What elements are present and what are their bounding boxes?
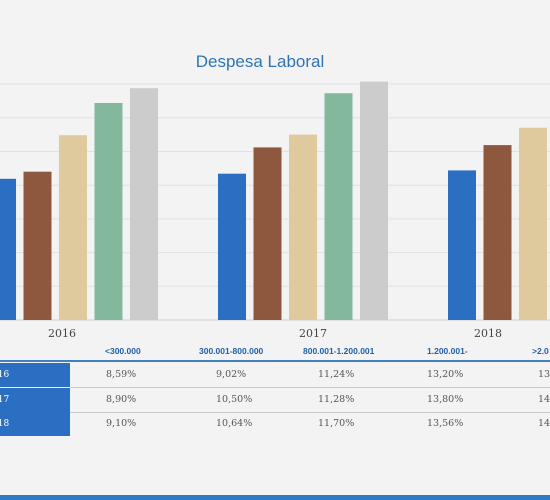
table-column-header: 800.001-1.200.001 xyxy=(303,346,375,356)
bar-2018-s1 xyxy=(448,170,476,320)
table-cell: 8,90% xyxy=(106,394,137,405)
table-row-year: 016 xyxy=(0,363,70,387)
bar-2017-s2 xyxy=(253,147,282,320)
table-cell: 9,10% xyxy=(106,418,137,429)
table-cell: 13,80% xyxy=(427,394,464,405)
row-divider xyxy=(70,412,550,413)
bar-2018-s3 xyxy=(519,127,547,320)
bars xyxy=(0,81,547,320)
footer-bar xyxy=(0,495,550,500)
bar-2016-s2 xyxy=(23,171,52,320)
table-cell: 8,59% xyxy=(106,369,137,380)
table-row-year: 018 xyxy=(0,412,70,436)
table-cell: 14 xyxy=(538,418,550,429)
table-column-header: >2.0 xyxy=(532,346,549,356)
row-divider xyxy=(70,387,550,388)
table-top-rule xyxy=(0,360,550,362)
table-cell: 11,28% xyxy=(318,394,355,405)
table-cell: 10,50% xyxy=(216,394,253,405)
x-tick-label: 2018 xyxy=(474,327,502,340)
table-cell: 11,24% xyxy=(318,369,355,380)
table-row-year: 017 xyxy=(0,388,70,412)
table-cell: 13 xyxy=(538,369,550,380)
table-cell: 13,20% xyxy=(427,369,464,380)
bar-2016-s5 xyxy=(130,88,158,320)
table-column-header: <300.000 xyxy=(105,346,141,356)
bar-2016-s3 xyxy=(59,135,87,320)
bar-2017-s1 xyxy=(218,173,246,320)
table-cell: 10,64% xyxy=(216,418,253,429)
table-cell: 14 xyxy=(538,394,550,405)
bar-2017-s5 xyxy=(360,81,388,320)
chart-area: 2016 2017 2018 xyxy=(0,81,550,340)
x-axis-labels: 2016 2017 2018 xyxy=(48,327,502,340)
table-cell: 11,70% xyxy=(318,418,355,429)
x-tick-label: 2017 xyxy=(299,327,327,340)
bar-2018-s2 xyxy=(483,145,512,320)
bar-2017-s4 xyxy=(324,93,353,320)
bar-2016-s1 xyxy=(0,178,16,320)
bar-2017-s3 xyxy=(289,134,317,320)
table-cell: 13,56% xyxy=(427,418,464,429)
table-column-header: 1.200.001- xyxy=(427,346,468,356)
x-tick-label: 2016 xyxy=(48,327,76,340)
table-cell: 9,02% xyxy=(216,369,247,380)
bar-2016-s4 xyxy=(94,103,123,320)
chart-title: Despesa Laboral xyxy=(195,52,325,71)
table-column-header: 300.001-800.000 xyxy=(199,346,264,356)
